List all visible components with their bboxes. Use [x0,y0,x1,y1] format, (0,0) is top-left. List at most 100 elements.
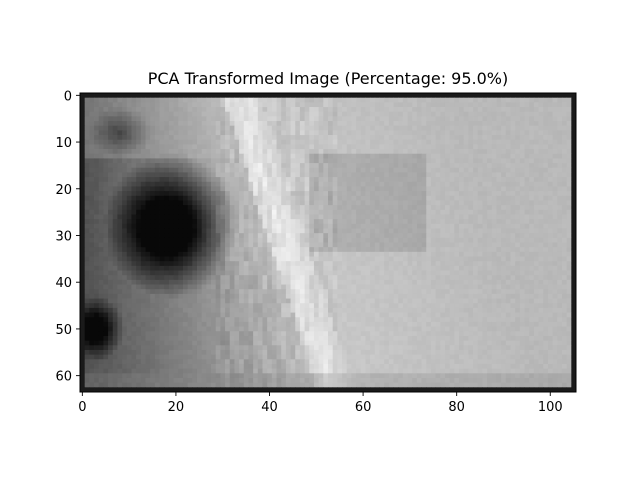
image-pixel [402,233,408,239]
image-pixel [253,121,259,127]
image-pixel [421,219,427,225]
image-pixel [313,153,320,159]
image-pixel [365,153,371,159]
image-pixel [482,167,488,173]
image-pixel [304,233,310,239]
image-pixel [285,130,291,136]
image-pixel [538,144,544,150]
image-pixel [365,261,371,267]
image-pixel [168,186,174,192]
image-pixel [496,284,502,290]
image-pixel [215,102,221,108]
image-pixel [262,270,268,276]
image-pixel [388,111,394,117]
image-pixel [342,181,348,187]
image-pixel [360,242,366,248]
image-pixel [374,125,380,131]
image-pixel [290,195,296,201]
image-pixel [468,298,474,304]
image-pixel [290,209,296,215]
image-pixel [440,233,446,239]
image-pixel [201,209,207,215]
image-pixel [150,102,156,108]
image-pixel [444,125,451,131]
image-pixel [379,177,385,183]
image-pixel [571,149,577,155]
image-pixel [243,93,249,99]
image-pixel [346,284,352,290]
image-pixel [309,97,315,103]
image-pixel [449,121,455,127]
image-pixel [379,251,385,257]
image-pixel [393,135,399,141]
image-pixel [440,186,446,192]
image-pixel [468,247,474,253]
image-pixel [524,116,530,122]
image-pixel [430,200,437,206]
image-pixel [295,111,301,117]
image-pixel [501,181,507,187]
image-pixel [201,130,207,136]
image-pixel [515,233,521,239]
image-pixel [370,158,376,164]
image-pixel [477,167,483,173]
image-pixel [131,233,137,239]
image-pixel [98,158,104,164]
image-pixel [346,289,352,295]
image-pixel [407,289,413,295]
image-pixel [276,111,282,117]
image-pixel [360,102,366,108]
image-pixel [145,223,151,229]
image-pixel [543,261,549,267]
image-pixel [295,102,301,108]
image-pixel [262,219,268,225]
image-pixel [243,228,249,234]
image-pixel [187,153,193,159]
image-pixel [388,247,394,253]
image-pixel [533,303,539,309]
image-pixel [421,261,427,267]
image-pixel [108,293,114,299]
image-pixel [332,256,338,262]
image-pixel [388,298,394,304]
image-pixel [150,298,156,304]
image-pixel [187,307,193,313]
image-pixel [328,125,334,131]
image-pixel [201,191,207,197]
image-pixel [477,181,483,187]
image-pixel [482,181,488,187]
image-pixel [196,153,203,159]
image-pixel [473,149,479,155]
image-pixel [112,209,118,215]
image-pixel [384,144,390,150]
image-pixel [182,195,189,201]
image-pixel [140,279,146,285]
image-pixel [285,307,291,313]
image-pixel [557,270,563,276]
image-pixel [276,242,282,248]
image-pixel [374,111,380,117]
image-pixel [351,214,357,220]
image-pixel [379,135,385,141]
image-pixel [173,214,179,220]
image-pixel [356,172,362,178]
image-pixel [229,135,235,141]
image-pixel [178,219,184,225]
image-pixel [173,97,179,103]
image-pixel [332,289,338,295]
image-pixel [365,177,371,183]
image-pixel [80,186,86,192]
image-pixel [164,93,170,99]
image-pixel [220,223,226,229]
image-pixel [459,242,465,248]
image-pixel [491,214,497,220]
image-pixel [290,177,296,183]
image-pixel [449,195,455,201]
image-pixel [332,251,338,257]
image-pixel [178,111,184,117]
image-pixel [313,144,320,150]
image-pixel [482,172,488,178]
image-pixel [173,228,179,234]
image-pixel [126,163,132,169]
image-pixel [262,275,268,281]
